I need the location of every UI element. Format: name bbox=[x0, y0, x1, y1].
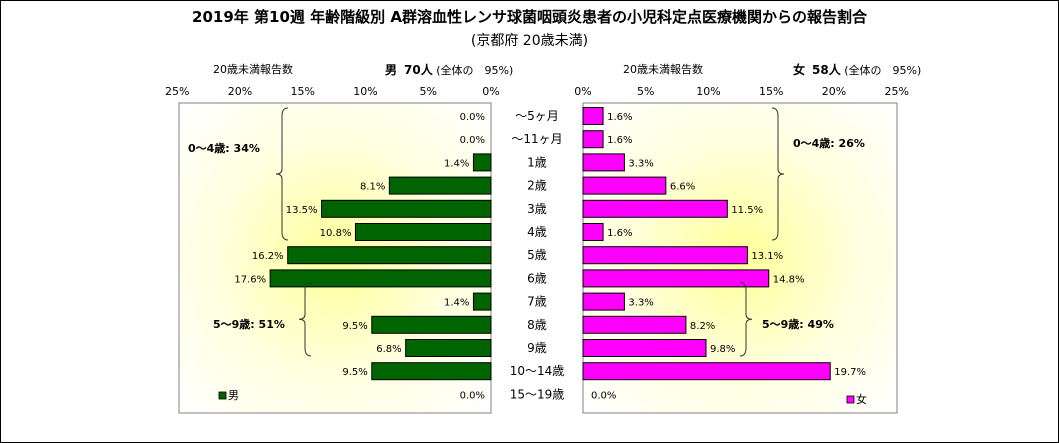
female-tick-label: 15% bbox=[759, 85, 783, 98]
male-bar bbox=[388, 176, 492, 195]
female-bar bbox=[582, 223, 604, 241]
female-value-label: 1.6% bbox=[607, 112, 632, 123]
male-value-label: 1.4% bbox=[444, 298, 469, 309]
female-value-label: 14.8% bbox=[773, 274, 805, 285]
category-label: 7歳 bbox=[527, 295, 547, 309]
male-value-label: 0.0% bbox=[460, 135, 485, 146]
male-bar bbox=[371, 362, 492, 381]
male-bar bbox=[287, 246, 492, 265]
category-label: 3歳 bbox=[527, 202, 547, 216]
male-5-9-bracket bbox=[298, 281, 312, 357]
chart-subtitle: (京都府 20歳未満) bbox=[470, 33, 589, 49]
female-5-9-annotation: 5～9歳: 49% bbox=[762, 317, 834, 331]
female-tick-label: 5% bbox=[637, 85, 654, 98]
female-5-9-bracket bbox=[739, 281, 753, 357]
female-tick-label: 20% bbox=[822, 85, 846, 98]
male-tick-label: 15% bbox=[291, 85, 315, 98]
female-0-4-bracket bbox=[771, 107, 785, 241]
female-legend-label: 女 bbox=[856, 392, 867, 406]
female-bar bbox=[582, 269, 770, 288]
male-tick-label: 25% bbox=[165, 85, 189, 98]
male-count-text: 男 70人 (全体の 95%) bbox=[385, 61, 513, 78]
female-count: 58人 bbox=[812, 63, 841, 77]
category-label: 4歳 bbox=[527, 225, 547, 239]
male-value-label: 8.1% bbox=[360, 182, 385, 193]
female-value-label: 9.8% bbox=[710, 344, 735, 355]
female-0-4-annotation: 0～4歳: 26% bbox=[793, 136, 865, 150]
male-value-label: 17.6% bbox=[234, 274, 266, 285]
female-value-label: 13.1% bbox=[751, 251, 783, 262]
female-tick-label: 0% bbox=[574, 85, 591, 98]
category-label: 9歳 bbox=[527, 341, 547, 355]
female-value-label: 6.6% bbox=[670, 182, 695, 193]
female-bar bbox=[582, 176, 667, 195]
female-value-label: 11.5% bbox=[731, 205, 763, 216]
male-count-label: 20歳未満報告数 bbox=[213, 63, 293, 76]
male-bar bbox=[405, 339, 492, 357]
female-share-note: (全体の 95%) bbox=[844, 64, 922, 77]
female-bar bbox=[582, 130, 604, 149]
male-value-label: 13.5% bbox=[286, 205, 318, 216]
male-share-note: (全体の 95%) bbox=[436, 64, 514, 77]
category-label: 2歳 bbox=[527, 179, 547, 193]
male-bar bbox=[472, 153, 492, 172]
female-bar bbox=[582, 153, 625, 172]
female-bar bbox=[582, 246, 748, 265]
male-bar bbox=[472, 292, 492, 311]
female-bar bbox=[582, 107, 604, 125]
category-label: 8歳 bbox=[527, 318, 547, 332]
male-legend-swatch bbox=[218, 391, 227, 400]
female-legend-swatch bbox=[846, 395, 855, 404]
female-value-label: 3.3% bbox=[628, 158, 653, 169]
male-value-label: 0.0% bbox=[460, 112, 485, 123]
female-value-label: 3.3% bbox=[628, 298, 653, 309]
male-legend-label: 男 bbox=[228, 389, 239, 402]
male-5-9-annotation: 5～9歳: 51% bbox=[213, 317, 285, 331]
category-label: ～11ヶ月 bbox=[511, 132, 562, 146]
male-value-label: 10.8% bbox=[320, 228, 352, 239]
male-bar bbox=[269, 269, 492, 288]
female-count-label: 20歳未満報告数 bbox=[623, 63, 703, 76]
female-value-label: 19.7% bbox=[834, 367, 866, 378]
female-bar bbox=[582, 339, 707, 357]
male-value-label: 16.2% bbox=[252, 251, 284, 262]
male-bar bbox=[371, 315, 492, 334]
male-tick-label: 0% bbox=[482, 85, 499, 98]
female-count-text: 女 58人 (全体の 95%) bbox=[793, 61, 921, 78]
male-bar bbox=[354, 223, 492, 241]
chart-title: 2019年 第10週 年齢階級別 A群溶血性レンサ球菌咽頭炎患者の小児科定点医療… bbox=[192, 8, 867, 26]
female-value-label: 1.6% bbox=[607, 228, 632, 239]
category-label: ～5ヶ月 bbox=[515, 109, 559, 123]
category-label: 5歳 bbox=[527, 248, 547, 262]
male-0-4-bracket bbox=[275, 107, 289, 241]
male-name: 男 bbox=[385, 63, 398, 77]
category-label: 10～14歳 bbox=[510, 364, 565, 378]
female-bar bbox=[582, 362, 831, 381]
male-0-4-annotation: 0～4歳: 34% bbox=[188, 141, 260, 155]
male-value-label: 1.4% bbox=[444, 158, 469, 169]
male-value-label: 9.5% bbox=[342, 321, 367, 332]
male-count: 70人 bbox=[404, 63, 433, 77]
female-value-label: 0.0% bbox=[591, 390, 616, 401]
female-value-label: 8.2% bbox=[690, 321, 715, 332]
male-tick-label: 10% bbox=[353, 85, 377, 98]
category-label: 6歳 bbox=[527, 271, 547, 285]
female-name: 女 bbox=[793, 63, 806, 77]
female-bar bbox=[582, 315, 687, 334]
female-tick-label: 25% bbox=[885, 85, 909, 98]
male-value-label: 6.8% bbox=[376, 344, 401, 355]
female-bar bbox=[582, 199, 728, 218]
category-label: 1歳 bbox=[527, 155, 547, 169]
male-tick-label: 20% bbox=[228, 85, 252, 98]
male-value-label: 0.0% bbox=[460, 390, 485, 401]
female-tick-label: 10% bbox=[696, 85, 720, 98]
male-tick-label: 5% bbox=[420, 85, 437, 98]
female-value-label: 1.6% bbox=[607, 135, 632, 146]
female-bar bbox=[582, 292, 625, 311]
category-label: 15～19歳 bbox=[510, 387, 565, 401]
male-value-label: 9.5% bbox=[342, 367, 367, 378]
male-bar bbox=[321, 199, 492, 218]
